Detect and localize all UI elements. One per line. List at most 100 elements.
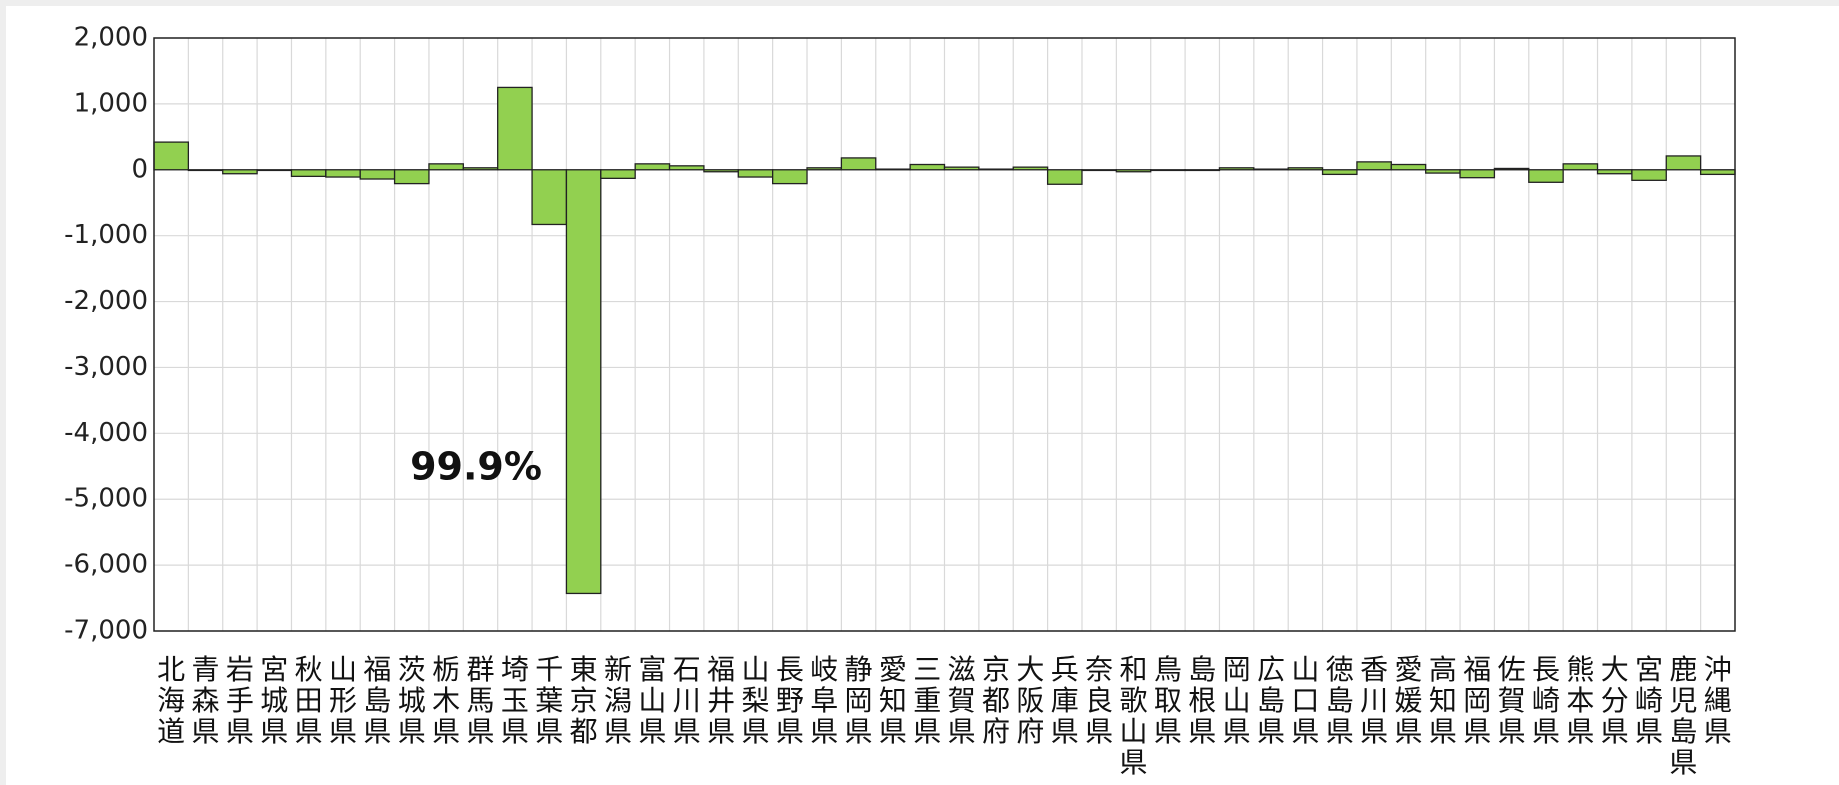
bar <box>1218 167 1255 171</box>
bar <box>497 86 533 171</box>
bar <box>565 169 602 595</box>
bar <box>1562 163 1599 171</box>
bar <box>1081 169 1117 172</box>
x-tick-label: 福島県 <box>363 653 392 748</box>
x-tick-label: 京都府 <box>982 653 1011 748</box>
x-tick-label: 秋田県 <box>294 653 323 748</box>
bar <box>1390 163 1427 171</box>
x-tick-label: 石川県 <box>672 653 701 748</box>
bar <box>1493 167 1530 171</box>
bar <box>187 169 224 172</box>
bar <box>909 163 946 171</box>
x-tick-label: 北海道 <box>157 653 186 748</box>
bar <box>153 141 190 171</box>
x-tick-label: 東京都 <box>569 653 598 748</box>
x-tick-label: 青森県 <box>191 653 220 748</box>
x-tick-label: 広島県 <box>1256 653 1285 748</box>
bar <box>600 169 636 179</box>
x-tick-label: 島根県 <box>1188 653 1217 748</box>
bar <box>222 169 258 175</box>
y-tick-label: 0 <box>131 154 148 184</box>
bar <box>1665 155 1702 171</box>
x-tick-label: 大阪府 <box>1016 653 1045 748</box>
bar <box>978 168 1014 171</box>
bar <box>1631 169 1667 181</box>
bar <box>256 169 293 172</box>
bar <box>1425 169 1461 174</box>
x-tick-label: 福岡県 <box>1463 653 1492 748</box>
x-tick-label: 岩手県 <box>225 653 254 748</box>
x-tick-label: 奈良県 <box>1085 653 1114 748</box>
y-tick-label: -3,000 <box>64 352 148 382</box>
bar <box>1459 169 1496 179</box>
bar <box>772 169 808 185</box>
x-tick-label: 高知県 <box>1428 653 1457 748</box>
plot-border <box>153 37 1736 632</box>
bar <box>1356 161 1392 171</box>
x-tick-label: 静岡県 <box>844 653 873 748</box>
annotation: 99.9% <box>410 445 542 489</box>
bar <box>1321 169 1358 176</box>
bar <box>1115 169 1152 173</box>
bar <box>668 165 705 171</box>
x-tick-label: 山梨県 <box>741 653 770 748</box>
x-tick-label: 鹿児島県 <box>1669 653 1698 779</box>
x-tick-label: 香川県 <box>1360 653 1389 748</box>
x-tick-label: 兵庫県 <box>1050 653 1079 748</box>
bar <box>290 169 327 178</box>
bar <box>393 169 430 185</box>
x-tick-label: 新潟県 <box>603 653 632 748</box>
x-tick-label: 群馬県 <box>466 653 495 748</box>
y-tick-label: -1,000 <box>64 220 148 250</box>
x-tick-label: 徳島県 <box>1325 653 1354 748</box>
x-tick-label: 滋賀県 <box>947 653 976 748</box>
bar <box>531 169 568 226</box>
x-tick-label: 山形県 <box>329 653 358 748</box>
bar <box>1287 167 1324 171</box>
x-tick-label: 長野県 <box>775 653 804 748</box>
x-tick-label: 宮崎県 <box>1635 653 1664 748</box>
bar <box>634 163 671 171</box>
bar <box>806 167 843 171</box>
bar <box>325 169 361 178</box>
x-tick-label: 沖縄県 <box>1703 653 1732 748</box>
bar <box>737 169 774 178</box>
bar <box>1184 169 1221 172</box>
x-tick-label: 大分県 <box>1600 653 1629 748</box>
bar <box>1046 169 1083 185</box>
y-tick-label: -2,000 <box>64 286 148 316</box>
x-tick-label: 佐賀県 <box>1497 653 1526 748</box>
x-tick-label: 鳥取県 <box>1153 653 1182 748</box>
bar <box>943 166 980 171</box>
bar <box>462 167 499 171</box>
x-tick-label: 三重県 <box>913 653 942 748</box>
y-tick-label: -7,000 <box>64 616 148 646</box>
y-tick-label: -4,000 <box>64 418 148 448</box>
x-tick-label: 愛媛県 <box>1394 653 1423 748</box>
bar <box>1596 169 1633 175</box>
bar <box>875 168 911 171</box>
bar <box>1699 169 1736 176</box>
x-tick-label: 茨城県 <box>397 653 426 748</box>
x-tick-label: 山口県 <box>1291 653 1320 748</box>
bar <box>840 157 877 171</box>
bar <box>1150 169 1186 172</box>
x-tick-label: 千葉県 <box>535 653 564 748</box>
bar <box>359 169 396 180</box>
y-tick-label: 1,000 <box>74 88 148 118</box>
x-tick-label: 宮城県 <box>260 653 289 748</box>
x-tick-label: 栃木県 <box>432 653 461 748</box>
y-tick-label: -6,000 <box>64 550 148 580</box>
bar <box>1253 168 1289 171</box>
x-tick-label: 愛知県 <box>878 653 907 748</box>
bar <box>1012 166 1049 171</box>
x-tick-label: 福井県 <box>707 653 736 748</box>
bar <box>703 169 739 173</box>
x-tick-label: 埼玉県 <box>500 653 529 748</box>
x-tick-label: 富山県 <box>638 653 667 748</box>
x-tick-label: 岡山県 <box>1222 653 1251 748</box>
y-tick-label: -5,000 <box>64 484 148 514</box>
y-tick-label: 2,000 <box>74 23 148 53</box>
